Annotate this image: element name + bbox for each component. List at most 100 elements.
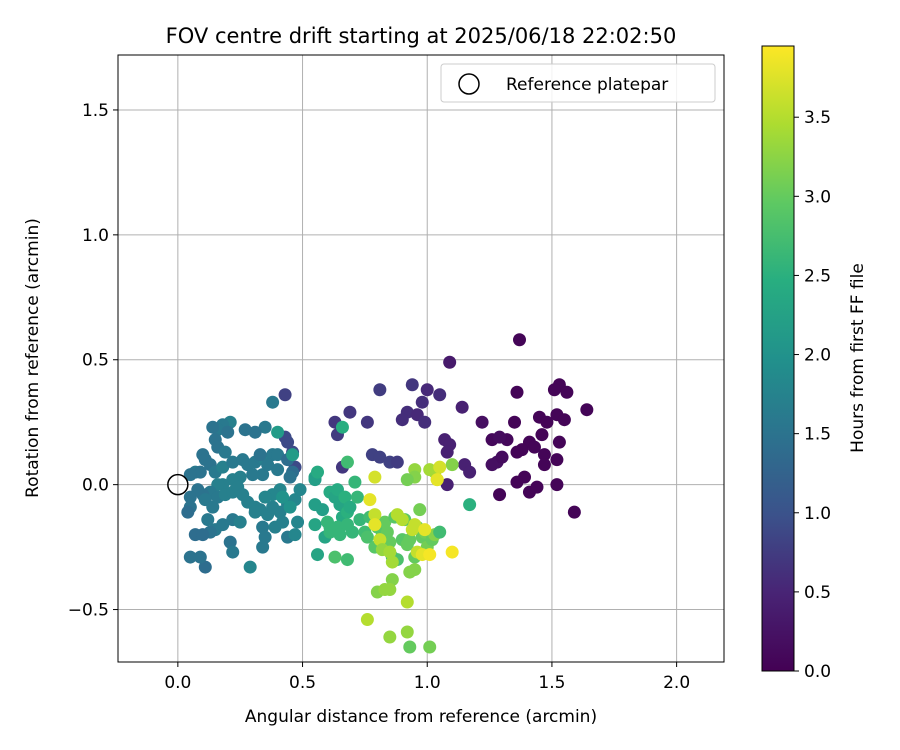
data-point	[373, 533, 387, 547]
y-tick-label: 0.0	[82, 476, 109, 496]
data-point	[403, 533, 417, 547]
colorbar-tick-label: 3.0	[804, 187, 831, 207]
colorbar	[761, 45, 795, 672]
data-point	[580, 403, 594, 417]
data-point	[335, 420, 349, 434]
legend-box	[440, 63, 716, 103]
data-point	[423, 640, 437, 654]
data-point	[368, 508, 382, 522]
data-point	[256, 520, 270, 534]
y-axis-label: Rotation from reference (arcmin)	[23, 218, 43, 498]
data-point	[385, 573, 399, 587]
data-point	[510, 385, 524, 399]
y-tick-label: −0.5	[68, 601, 109, 621]
data-point	[383, 583, 397, 597]
data-point	[286, 448, 300, 462]
data-point	[276, 490, 290, 504]
data-point	[423, 548, 437, 562]
data-point	[258, 530, 272, 544]
data-point	[552, 435, 566, 449]
data-point	[308, 518, 322, 532]
data-point	[246, 468, 260, 482]
data-point	[493, 430, 507, 444]
data-point	[198, 560, 212, 574]
colorbar-tick-label: 0.0	[804, 662, 831, 682]
data-point	[390, 455, 404, 469]
data-point	[338, 490, 352, 504]
data-point	[485, 458, 499, 472]
data-point	[291, 515, 305, 529]
data-point	[288, 528, 302, 542]
y-tick-label: 1.0	[82, 226, 109, 246]
data-point	[206, 420, 220, 434]
data-point	[368, 470, 382, 484]
legend-marker-icon	[458, 73, 480, 95]
colorbar-tick-label: 1.5	[804, 425, 831, 445]
data-point	[328, 550, 342, 564]
data-point	[293, 483, 307, 497]
data-point	[530, 480, 544, 494]
data-point	[256, 540, 270, 554]
data-point	[400, 625, 414, 639]
data-point	[510, 445, 524, 459]
legend: Reference platepar	[440, 63, 716, 103]
data-point	[557, 413, 571, 427]
data-point	[373, 450, 387, 464]
data-point	[433, 525, 447, 539]
data-point	[400, 595, 414, 609]
data-point	[415, 395, 429, 409]
data-point	[395, 413, 409, 427]
reference-platepar-marker	[167, 473, 189, 496]
data-point	[218, 445, 232, 459]
y-tick-label: 0.5	[82, 351, 109, 371]
data-point	[395, 513, 409, 527]
x-axis-ticks: 0.0 0.5 1.0 1.5 2.0	[164, 662, 690, 693]
data-point	[196, 528, 210, 542]
data-point	[340, 455, 354, 469]
data-point	[258, 490, 272, 504]
data-point	[340, 553, 354, 567]
x-tick-label: 0.5	[289, 673, 316, 693]
data-point	[408, 563, 422, 577]
data-point	[216, 460, 230, 474]
data-point	[443, 355, 457, 369]
data-point	[373, 383, 387, 397]
data-point	[276, 515, 290, 529]
data-point	[463, 498, 477, 512]
data-point	[258, 420, 272, 434]
data-point	[266, 395, 280, 409]
data-point	[508, 415, 522, 429]
data-point	[445, 458, 459, 472]
data-points	[181, 333, 594, 654]
data-point	[348, 475, 362, 489]
data-point	[385, 555, 399, 569]
data-point	[343, 405, 357, 419]
x-tick-label: 2.0	[663, 673, 690, 693]
colorbar-tick-label: 3.5	[804, 108, 831, 128]
data-point	[540, 415, 554, 429]
data-point	[350, 490, 364, 504]
data-point	[567, 505, 581, 519]
data-point	[248, 425, 262, 439]
data-point	[535, 428, 549, 442]
data-point	[537, 458, 551, 472]
data-point	[243, 560, 257, 574]
data-point	[238, 423, 252, 437]
plot-frame	[117, 54, 725, 663]
data-point	[283, 500, 297, 514]
data-point	[360, 613, 374, 627]
data-point	[418, 523, 432, 537]
data-point	[353, 513, 367, 527]
data-point	[193, 550, 207, 564]
data-point	[513, 333, 527, 347]
data-point	[463, 465, 477, 479]
data-point	[378, 515, 392, 529]
data-point	[233, 515, 247, 529]
data-point	[223, 535, 237, 549]
data-point	[430, 473, 444, 487]
data-point	[256, 468, 270, 482]
data-point	[360, 415, 374, 429]
data-point	[550, 453, 564, 467]
data-point	[510, 475, 524, 489]
